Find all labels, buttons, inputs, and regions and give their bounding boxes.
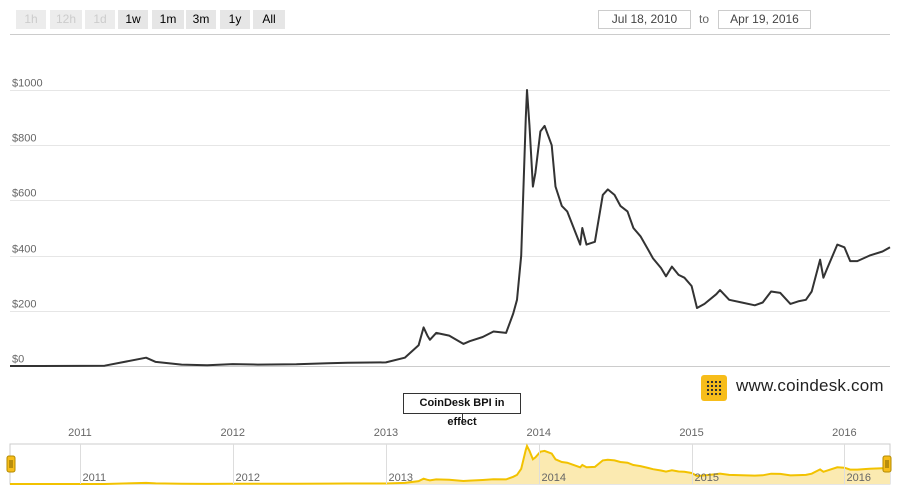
coindesk-url: www.coindesk.com	[736, 376, 884, 395]
to-date-input[interactable]: Apr 19, 2016	[718, 10, 811, 29]
navigator-line	[10, 443, 891, 485]
navigator-tick-label: 2014	[542, 472, 566, 484]
navigator-tick-label: 2015	[695, 472, 719, 484]
y-tick-label: $0	[12, 354, 24, 366]
navigator-area	[10, 446, 890, 484]
navigator-tick-label: 2011	[83, 472, 107, 484]
range-button-1h: 1h	[16, 10, 46, 29]
price-line	[10, 89, 891, 367]
navigator-handle-right[interactable]	[882, 455, 892, 473]
price-series	[10, 89, 891, 367]
y-tick-label: $600	[12, 188, 36, 200]
y-tick-label: $200	[12, 299, 36, 311]
bpi-annotation-label: CoinDesk BPI in effect	[403, 393, 521, 428]
range-button-3m[interactable]: 3m	[186, 10, 216, 29]
coindesk-logo-icon	[701, 375, 727, 401]
x-tick-label: 2014	[527, 427, 551, 439]
y-tick-label: $400	[12, 244, 36, 256]
from-date-input[interactable]: Jul 18, 2010	[598, 10, 691, 29]
range-button-all[interactable]: All	[253, 10, 285, 29]
x-tick-label: 2013	[374, 427, 398, 439]
x-axis-ticks: 2011 2012 2013 2014 2015 2016	[68, 427, 857, 439]
grid-lines	[10, 34, 890, 367]
x-tick-label: 2016	[832, 427, 856, 439]
navigator-tick-label: 2016	[847, 472, 871, 484]
range-button-12h: 12h	[50, 10, 82, 29]
y-tick-label: $1000	[12, 78, 43, 90]
range-button-1y[interactable]: 1y	[220, 10, 250, 29]
y-axis-ticks: $0 $200 $400 $600 $800 $1000	[12, 78, 43, 366]
to-label: to	[699, 12, 710, 26]
x-tick-label: 2015	[679, 427, 703, 439]
navigator-tick-label: 2013	[389, 472, 413, 484]
range-button-1w[interactable]: 1w	[118, 10, 148, 29]
navigator-handle-left[interactable]	[6, 455, 16, 473]
navigator: 2011 2012 2013 2014 2015 2016	[6, 443, 892, 485]
range-button-1m[interactable]: 1m	[152, 10, 184, 29]
navigator-tick-label: 2012	[236, 472, 260, 484]
range-button-1d: 1d	[85, 10, 115, 29]
y-tick-label: $800	[12, 133, 36, 145]
x-tick-label: 2011	[68, 427, 92, 439]
x-tick-label: 2012	[220, 427, 244, 439]
